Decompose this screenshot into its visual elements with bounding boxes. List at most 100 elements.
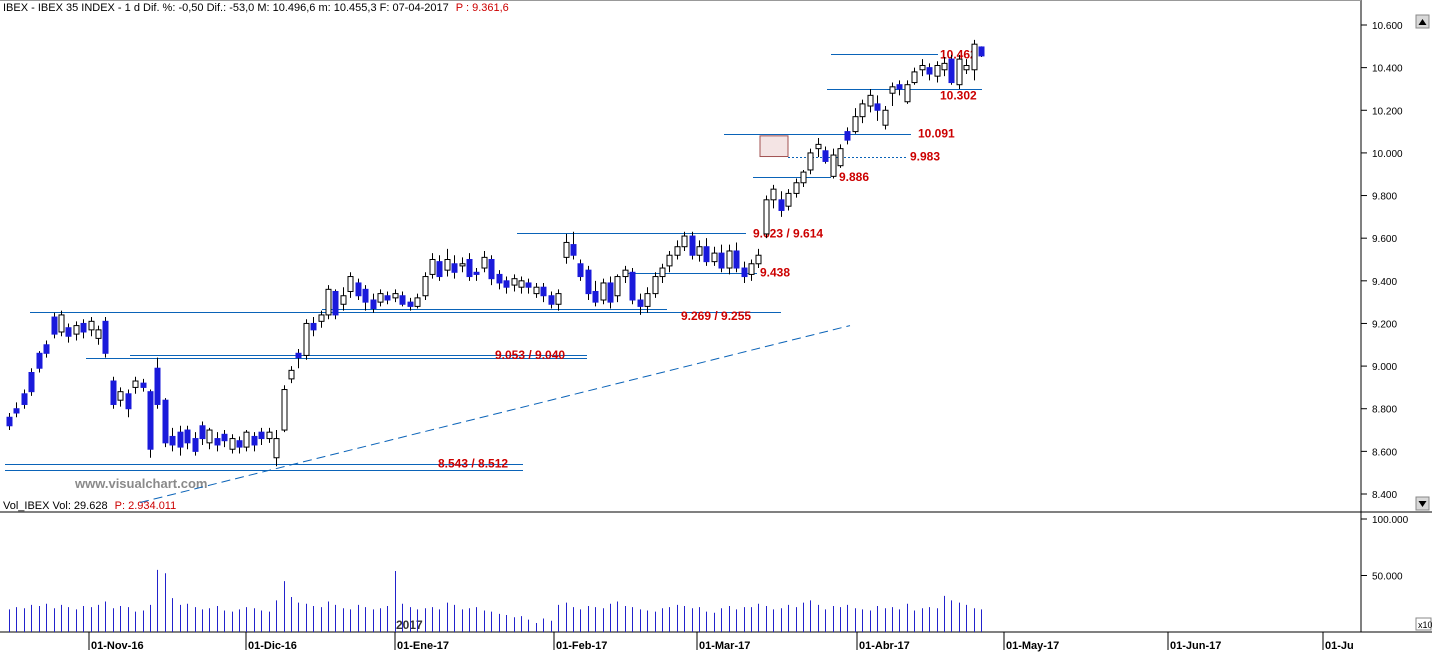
price-tick-label: 10.200 (1372, 106, 1403, 117)
candle-body-down (370, 299, 377, 310)
candle (718, 244, 725, 273)
candle (80, 319, 87, 339)
candle-body-down (51, 316, 58, 335)
scroll-down-button[interactable] (1415, 496, 1430, 511)
candle (243, 430, 250, 452)
candle-body-up (711, 252, 718, 263)
candle-body-down (496, 273, 503, 284)
candle-body-up (132, 380, 139, 388)
candle (407, 297, 414, 311)
candle (51, 312, 58, 339)
candle-body-down (778, 199, 785, 211)
candle (488, 255, 495, 286)
volume-tick-label: 50.000 (1372, 572, 1403, 583)
candle (978, 46, 985, 57)
candle-body-up (904, 84, 911, 103)
candle-body-up (117, 391, 124, 401)
price-tick-label: 10.400 (1372, 64, 1403, 75)
candle (600, 278, 607, 305)
candle (340, 287, 347, 311)
candle-body-up (459, 263, 466, 267)
candle-body-up (919, 65, 926, 71)
candle (807, 148, 814, 175)
date-tick-label: 01-Jun-17 (1170, 640, 1221, 652)
candle-body-down (473, 271, 480, 275)
candle (281, 385, 288, 433)
candle-body-down (43, 344, 50, 354)
candle-body-down (637, 299, 644, 307)
candle (273, 430, 280, 467)
candle (666, 250, 673, 273)
candle-body-down (258, 431, 265, 440)
candle (184, 425, 191, 450)
scroll-up-button[interactable] (1415, 14, 1430, 29)
candle (703, 238, 710, 266)
candle-body-up (666, 254, 673, 267)
candle (778, 191, 785, 217)
candle-body-down (540, 286, 547, 297)
candle (21, 389, 28, 409)
candle (681, 231, 688, 251)
scale-button[interactable]: x10 (1415, 617, 1432, 631)
candle-body-up (318, 314, 325, 322)
candle (652, 272, 659, 298)
candle (481, 250, 488, 273)
candle (689, 231, 696, 260)
candle-body-down (184, 429, 191, 444)
candle (192, 432, 199, 456)
candle-body-down (577, 263, 584, 278)
volume-header: Vol_IBEX Vol: 29.628 P: 2.934.011 (3, 500, 176, 512)
candle (882, 106, 889, 130)
volume-header-p-value: P: 2.934.011 (114, 500, 177, 512)
candle-body-down (844, 131, 851, 141)
candle (459, 257, 466, 273)
date-tick-label: 01-Ene-17 (397, 640, 449, 652)
candle-body-up (518, 280, 525, 288)
candle-body-up (726, 250, 733, 269)
candle-body-up (785, 192, 792, 207)
candle-body-up (347, 276, 354, 292)
candle (911, 67, 918, 85)
candle-body-up (815, 143, 822, 150)
candle-body-up (555, 293, 562, 305)
candle (629, 268, 636, 305)
price-tick-label: 10.600 (1372, 21, 1403, 32)
candle (637, 293, 644, 315)
candle-body-up (392, 293, 399, 299)
candle (644, 287, 651, 313)
level-label: 9.886 (839, 170, 869, 184)
candle (28, 368, 35, 396)
candle (125, 389, 132, 418)
candle-body-up (88, 320, 95, 331)
date-tick-label: 01-Dic-16 (248, 640, 297, 652)
date-tick-label: 01-Ju (1325, 640, 1354, 652)
candle (711, 246, 718, 266)
candle (355, 278, 362, 301)
level-label: 9.053 / 9.040 (495, 348, 565, 362)
candle (726, 244, 733, 275)
volume-bars (9, 569, 982, 632)
candle (904, 80, 911, 104)
candle (867, 88, 874, 113)
candle-body-up (941, 62, 948, 71)
candle (755, 248, 762, 269)
candle-body-down (488, 259, 495, 280)
candle-body-down (689, 235, 696, 256)
price-tick-label: 9.600 (1372, 234, 1397, 245)
candle (466, 253, 473, 281)
year-marker: 2017 (396, 618, 423, 632)
candle-body-down (896, 84, 903, 90)
candle-body-up (422, 276, 429, 297)
candle (177, 425, 184, 456)
candle (926, 63, 933, 81)
candle-body-down (874, 103, 881, 111)
candle-body-down (102, 320, 109, 354)
candle-body-down (236, 440, 243, 448)
candle (585, 265, 592, 301)
candle-body-up (444, 259, 451, 271)
candle-body-down (978, 46, 985, 57)
candle (414, 293, 421, 309)
candle (251, 432, 258, 452)
chevron-down-icon (1418, 501, 1427, 507)
candle (577, 259, 584, 281)
